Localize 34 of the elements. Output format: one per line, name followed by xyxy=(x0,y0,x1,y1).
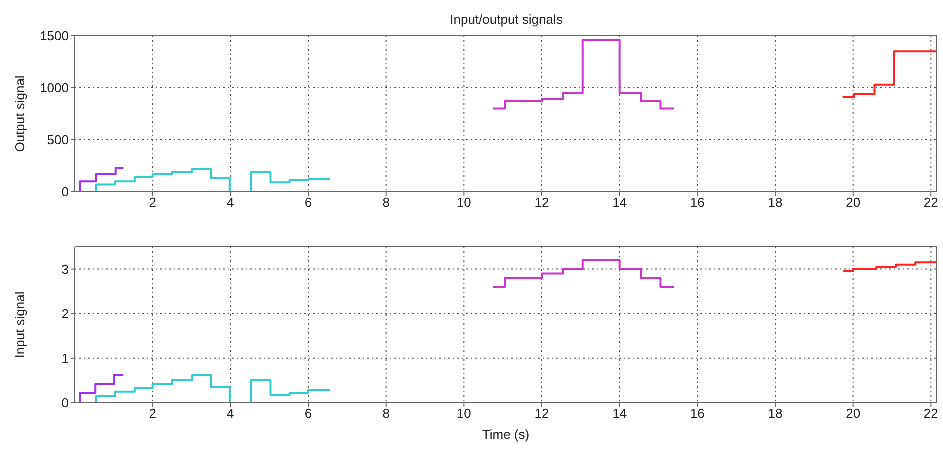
x-tick-label: 8 xyxy=(382,406,390,422)
x-tick-label: 22 xyxy=(924,195,938,210)
x-tick-label: 14 xyxy=(612,195,628,210)
y-tick-label: 2 xyxy=(62,306,69,322)
x-tick-label: 4 xyxy=(227,195,234,210)
x-tick-label: 12 xyxy=(534,406,550,422)
x-tick-label: 12 xyxy=(534,195,550,210)
y-tick-label: 1500 xyxy=(40,28,69,44)
x-tick-label: 20 xyxy=(846,195,861,210)
x-tick-label: 10 xyxy=(456,406,472,422)
y-tick-label: 500 xyxy=(47,132,69,148)
x-tick-label: 4 xyxy=(227,406,234,422)
x-tick-label: 18 xyxy=(768,195,783,210)
x-tick-label: 14 xyxy=(612,406,628,422)
x-tick-label: 8 xyxy=(382,195,390,210)
x-tick-label: 22 xyxy=(924,406,938,422)
y-tick-label: 3 xyxy=(62,262,69,277)
x-tick-label: 16 xyxy=(690,406,705,422)
x-tick-label: 6 xyxy=(304,195,312,210)
x-tick-label: 10 xyxy=(456,195,472,210)
x-tick-label: 2 xyxy=(149,195,156,210)
x-tick-label: 18 xyxy=(768,406,783,422)
y-tick-label: 1 xyxy=(62,351,69,366)
chart-title: Input/output signals xyxy=(449,12,564,27)
x-tick-label: 20 xyxy=(846,406,861,422)
x-axis-title: Time (s) xyxy=(482,427,530,442)
x-tick-label: 16 xyxy=(690,195,705,210)
x-tick-label: 6 xyxy=(304,406,312,422)
y-axis-title: Output signal xyxy=(12,76,28,152)
y-axis-title: Input signal xyxy=(12,292,28,358)
y-tick-label: 0 xyxy=(62,184,69,200)
y-tick-label: 1000 xyxy=(40,80,69,96)
y-tick-label: 0 xyxy=(62,396,69,411)
x-tick-label: 2 xyxy=(149,406,156,422)
